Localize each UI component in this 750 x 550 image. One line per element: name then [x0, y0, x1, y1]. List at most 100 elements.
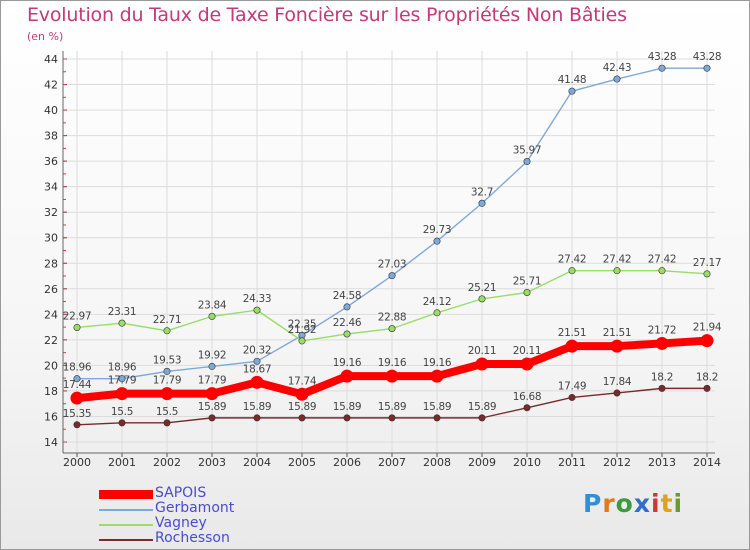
x-tick-label: 2013 [648, 456, 676, 469]
y-tick-label: 40 [44, 104, 58, 117]
y-tick-label: 38 [44, 130, 58, 143]
data-point-sapois [205, 387, 219, 401]
data-point-gerbamont [163, 367, 171, 375]
data-point-sapois [610, 339, 624, 353]
data-point-vagney [388, 325, 396, 333]
data-point-sapois [160, 387, 174, 401]
y-tick-label: 44 [44, 53, 58, 66]
x-tick-label: 2014 [693, 456, 721, 469]
data-label-sapois: 19.16 [423, 357, 452, 369]
data-point-sapois [520, 357, 534, 371]
data-point-rochesson [433, 414, 441, 422]
data-label-sapois: 17.44 [63, 379, 92, 391]
data-label-gerbamont: 19.92 [198, 349, 227, 361]
x-tick-label: 2011 [558, 456, 586, 469]
data-label-gerbamont: 35.97 [513, 145, 542, 157]
x-tick-label: 2008 [423, 456, 451, 469]
data-point-vagney [118, 319, 126, 327]
data-point-vagney [478, 295, 486, 303]
data-point-rochesson [613, 389, 621, 397]
data-label-gerbamont: 18.96 [108, 362, 137, 374]
data-point-vagney [73, 323, 81, 331]
data-label-rochesson: 17.49 [558, 380, 587, 392]
data-label-vagney: 24.33 [243, 293, 272, 305]
data-point-rochesson [523, 404, 531, 412]
y-tick-label: 16 [44, 410, 58, 423]
legend-label: Gerbamont [155, 500, 235, 516]
data-label-rochesson: 15.35 [63, 408, 92, 420]
data-point-gerbamont [253, 357, 261, 365]
data-label-sapois: 20.11 [468, 345, 497, 357]
data-point-rochesson [478, 414, 486, 422]
data-point-rochesson [253, 414, 261, 422]
data-label-rochesson: 16.68 [513, 391, 542, 403]
x-tick-label: 2005 [288, 456, 316, 469]
data-point-sapois [655, 336, 669, 350]
data-point-gerbamont [523, 158, 531, 166]
legend-swatch [99, 539, 153, 541]
data-label-vagney: 22.46 [333, 317, 362, 329]
x-tick-label: 2006 [333, 456, 361, 469]
data-label-sapois: 17.79 [108, 375, 137, 387]
data-point-gerbamont [478, 199, 486, 207]
data-label-vagney: 22.97 [63, 310, 92, 322]
y-tick-label: 24 [44, 308, 58, 321]
legend-swatch [99, 524, 153, 526]
data-point-sapois [475, 357, 489, 371]
y-tick-label: 34 [44, 181, 58, 194]
legend-label: SAPOIS [155, 485, 207, 501]
data-label-gerbamont: 43.28 [693, 51, 722, 63]
data-point-sapois [115, 387, 129, 401]
data-label-rochesson: 15.5 [156, 406, 178, 418]
data-label-gerbamont: 43.28 [648, 51, 677, 63]
data-point-rochesson [703, 384, 711, 392]
data-point-rochesson [343, 414, 351, 422]
data-label-rochesson: 15.5 [111, 406, 133, 418]
data-label-vagney: 27.42 [648, 254, 677, 266]
legend-swatch [99, 490, 153, 499]
data-point-vagney [523, 289, 531, 297]
data-point-gerbamont [613, 75, 621, 83]
data-label-vagney: 23.84 [198, 299, 227, 311]
data-point-gerbamont [658, 64, 666, 72]
data-point-sapois [430, 369, 444, 383]
legend-swatch [99, 509, 153, 511]
data-point-sapois [70, 391, 84, 405]
x-tick-label: 2003 [198, 456, 226, 469]
data-point-gerbamont [703, 64, 711, 72]
data-label-sapois: 21.51 [558, 327, 587, 339]
data-point-vagney [568, 267, 576, 275]
data-label-gerbamont: 41.48 [558, 74, 587, 86]
data-point-rochesson [388, 414, 396, 422]
data-label-sapois: 21.51 [603, 327, 632, 339]
proxiti-logo: Proxiti [583, 489, 684, 518]
data-point-vagney [253, 306, 261, 314]
data-label-gerbamont: 18.96 [63, 362, 92, 374]
data-label-sapois: 18.67 [243, 363, 272, 375]
data-point-gerbamont [433, 237, 441, 245]
data-point-sapois [250, 375, 264, 389]
data-point-sapois [295, 387, 309, 401]
data-label-sapois: 20.11 [513, 345, 542, 357]
data-label-vagney: 22.71 [153, 314, 182, 326]
data-point-sapois [565, 339, 579, 353]
data-label-vagney: 22.88 [378, 312, 407, 324]
data-label-rochesson: 15.89 [468, 401, 497, 413]
data-label-gerbamont: 32.7 [471, 186, 493, 198]
data-point-rochesson [658, 384, 666, 392]
data-point-gerbamont [343, 303, 351, 311]
data-label-vagney: 23.31 [108, 306, 137, 318]
x-tick-label: 2007 [378, 456, 406, 469]
data-point-sapois [385, 369, 399, 383]
y-tick-label: 20 [44, 359, 58, 372]
y-tick-label: 36 [44, 155, 58, 168]
data-label-vagney: 27.42 [603, 254, 632, 266]
data-point-vagney [343, 330, 351, 338]
data-label-sapois: 19.16 [333, 357, 362, 369]
data-label-rochesson: 18.2 [651, 371, 673, 383]
data-label-sapois: 17.79 [153, 375, 182, 387]
data-label-rochesson: 15.89 [288, 401, 317, 413]
data-point-rochesson [208, 414, 216, 422]
